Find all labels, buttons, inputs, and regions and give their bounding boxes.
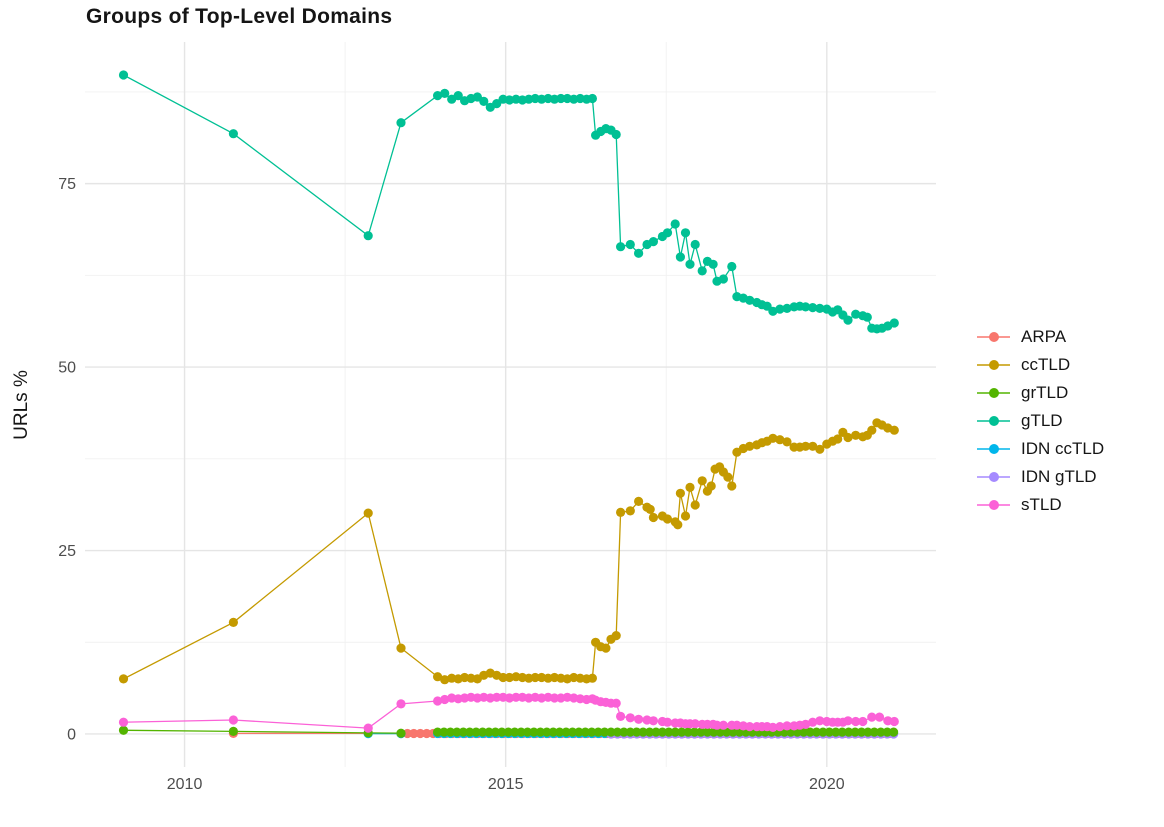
legend-item-idn-gtld: IDN gTLD <box>977 463 1104 491</box>
gridlines-minor <box>85 42 936 767</box>
y-tick-label: 0 <box>67 726 76 743</box>
gridlines-major <box>85 42 936 767</box>
legend-key-dot <box>988 360 999 370</box>
legend-key-dot <box>988 444 999 454</box>
legend-item-grtld: grTLD <box>977 379 1104 407</box>
legend-key-dot <box>988 416 999 426</box>
legend-key-gtld <box>977 415 1010 427</box>
y-tick-label: 50 <box>58 360 76 377</box>
legend-key-idn-gtld <box>977 471 1010 483</box>
x-tick-label: 2010 <box>167 776 203 793</box>
legend-item-stld: sTLD <box>977 491 1104 519</box>
series-points-cctld <box>118 418 899 685</box>
legend-key-idn-cctld <box>977 443 1010 455</box>
legend-label-arpa: ARPA <box>1021 327 1067 346</box>
legend-label-grtld: grTLD <box>1021 383 1069 402</box>
legend-key-dot <box>988 472 999 482</box>
legend-key-dot <box>988 500 999 510</box>
legend-key-arpa <box>977 331 1010 343</box>
legend-key-dot <box>988 332 999 342</box>
legend-key-grtld <box>977 387 1010 399</box>
legend-label-idn-gtld: IDN gTLD <box>1021 467 1097 486</box>
y-tick-label: 75 <box>58 176 76 193</box>
chart-title: Groups of Top-Level Domains <box>86 5 393 28</box>
legend-item-gtld: gTLD <box>977 407 1104 435</box>
legend-key-dot <box>988 388 999 398</box>
x-tick-label: 2020 <box>809 776 845 793</box>
legend-label-idn-cctld: IDN ccTLD <box>1021 439 1105 458</box>
legend-item-cctld: ccTLD <box>977 351 1104 379</box>
x-tick-label: 2015 <box>488 776 524 793</box>
series-line-gtld <box>123 74 895 330</box>
y-axis-tick-labels: 0 25 50 75 <box>58 176 76 743</box>
legend-label-gtld: gTLD <box>1021 411 1063 430</box>
x-axis-tick-labels: 2010 2015 2020 <box>167 776 845 793</box>
legend-key-cctld <box>977 359 1010 371</box>
y-axis-title: URLs % <box>11 370 32 440</box>
legend-key-stld <box>977 499 1010 511</box>
series-points-gtld <box>118 70 899 334</box>
legend-label-stld: sTLD <box>1021 495 1062 514</box>
legend-label-cctld: ccTLD <box>1021 355 1071 374</box>
series-line-cctld <box>123 421 895 681</box>
series-points-stld <box>118 692 899 733</box>
legend-item-arpa: ARPA <box>977 323 1104 351</box>
legend: ARPA ccTLD grTLD gTLD IDN ccTLD IDN gTLD sTLD <box>977 323 1104 519</box>
y-tick-label: 25 <box>58 543 76 560</box>
legend-item-idn-cctld: IDN ccTLD <box>977 435 1104 463</box>
